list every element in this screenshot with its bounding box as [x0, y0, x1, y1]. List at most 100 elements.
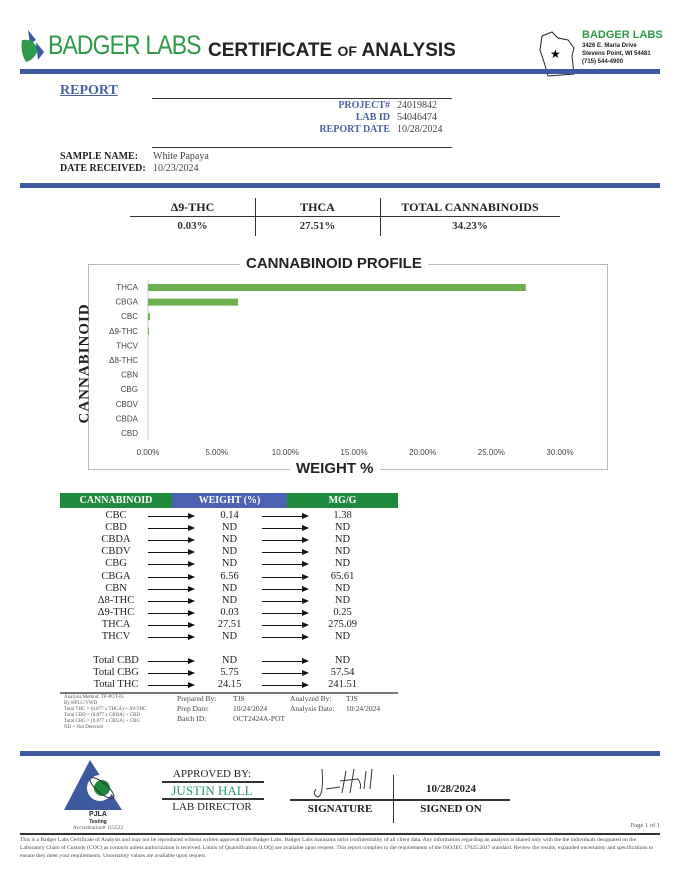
accreditation: Accreditation# 115522	[72, 825, 124, 831]
arrow-icon	[262, 537, 309, 544]
divider	[393, 775, 394, 823]
arrow-icon	[148, 609, 195, 616]
arrow-icon	[148, 634, 195, 640]
svg-text:★: ★	[550, 47, 561, 61]
divider	[60, 692, 398, 694]
arrow-icon	[262, 658, 309, 664]
arrow-icon	[148, 621, 195, 628]
header-divider	[20, 69, 660, 74]
cannabinoid-name: CBD	[105, 522, 127, 534]
arrow-icon	[148, 585, 195, 592]
cannabinoid-name: CBN	[105, 582, 127, 594]
col-header-weight: WEIGHT (%)	[172, 493, 287, 508]
pjla-testing: Testing	[89, 819, 107, 825]
mgg-value: ND	[334, 558, 351, 570]
badger-leaf-logo-icon	[21, 30, 44, 62]
approver-name: JUSTIN HALL	[171, 783, 253, 798]
mgg-value: 65.61	[330, 570, 355, 582]
report-date-label: REPORT DATE	[319, 124, 390, 135]
weight-value: 5.75	[220, 667, 239, 678]
lab-id: 54046474	[397, 112, 437, 123]
disclaimer: This is a Badger Labs Certificate of Ana…	[20, 837, 654, 859]
report-date: 10/28/2024	[397, 124, 443, 135]
arrow-icon	[262, 561, 309, 568]
brand-name: BADGER LABS	[48, 30, 201, 60]
x-tick-label: 20.00%	[409, 448, 436, 457]
cannabinoid-name: CBDA	[101, 534, 131, 546]
mgg-value: ND	[334, 655, 351, 666]
col-header-cannabinoid: CANNABINOID	[60, 493, 172, 508]
weight-value: ND	[221, 655, 238, 666]
sample-name: White Papaya	[153, 151, 209, 162]
y-tick-label: CBD	[121, 429, 138, 438]
lab-address: 3426 E. Maria Drive Stevens Point, WI 544…	[582, 43, 651, 65]
weight-value: 6.56	[220, 570, 239, 582]
date-received: 10/23/2024	[153, 163, 199, 174]
approver-title: LAB DIRECTOR	[172, 801, 252, 813]
arrow-icon	[148, 682, 195, 688]
cannabinoid-name: CBGA	[101, 570, 131, 582]
weight-value: 24.15	[217, 679, 242, 690]
chart-x-label: WEIGHT %	[290, 460, 380, 477]
summary-header-thca: THCA	[300, 200, 335, 214]
weight-value: ND	[221, 558, 238, 570]
y-tick-label: THCA	[116, 283, 138, 292]
pjla-label: PJLA	[89, 811, 107, 818]
mgg-value: ND	[334, 631, 351, 642]
prep-labels: Prepared By: Prep Date: Batch ID:	[177, 694, 217, 723]
y-tick-label: Δ8-THC	[109, 356, 138, 365]
arrow-icon	[148, 537, 195, 544]
date-received-label: DATE RECEIVED:	[60, 163, 146, 174]
document-title: CERTIFICATE OF ANALYSIS	[208, 40, 456, 61]
weight-value: ND	[221, 522, 238, 534]
summary-value-thca: 27.51%	[299, 220, 336, 232]
arrow-icon	[262, 682, 309, 688]
arrow-icon	[262, 525, 309, 532]
mgg-value: 275.09	[328, 618, 357, 630]
x-tick-label: 10.00%	[272, 448, 299, 457]
project-label: PROJECT#	[338, 100, 390, 111]
arrow-icon	[262, 621, 309, 628]
x-tick-label: 5.00%	[205, 448, 228, 457]
weight-value: 0.14	[220, 510, 239, 521]
y-tick-label: CBG	[121, 385, 138, 394]
cannabinoid-name: Total CBG	[93, 667, 139, 678]
arrow-icon	[262, 670, 309, 676]
summary-value-d9thc: 0.03%	[177, 220, 208, 232]
summary-header-d9thc: Δ9-THC	[170, 200, 215, 214]
cannabinoid-name: Total CBD	[93, 655, 139, 666]
y-tick-label: CBC	[121, 312, 138, 321]
weight-value: 0.03	[220, 606, 239, 618]
section-divider	[20, 183, 660, 188]
mgg-value: 0.25	[333, 606, 352, 618]
arrow-icon	[262, 513, 309, 519]
divider	[290, 799, 510, 801]
arrow-icon	[262, 634, 309, 640]
bar-Δ9-THC	[148, 327, 149, 335]
cannabinoid-name: Δ9-THC	[97, 606, 135, 618]
pjla-logo-icon	[64, 760, 122, 810]
signed-date: 10/28/2024	[425, 783, 477, 795]
arrow-icon	[262, 597, 309, 604]
y-tick-label: CBDV	[116, 400, 139, 409]
weight-value: ND	[221, 582, 238, 594]
sample-name-label: SAMPLE NAME:	[60, 151, 139, 162]
divider	[152, 147, 452, 148]
report-heading: REPORT	[60, 83, 118, 98]
lab-id-label: LAB ID	[355, 112, 390, 123]
weight-value: 27.51	[217, 618, 242, 630]
y-tick-label: CBGA	[115, 298, 138, 307]
arrow-icon	[148, 525, 195, 532]
y-tick-label: CBN	[121, 371, 138, 380]
weight-value: ND	[221, 631, 238, 642]
cannabinoid-name: Δ8-THC	[97, 594, 135, 606]
arrow-icon	[148, 658, 195, 664]
mgg-value: ND	[334, 522, 351, 534]
x-tick-label: 25.00%	[478, 448, 505, 457]
col-header-mgg: MG/G	[287, 493, 398, 508]
approved-by-label: APPROVED BY:	[172, 768, 252, 780]
divider	[162, 781, 264, 783]
signature-label: SIGNATURE	[307, 803, 373, 815]
arrow-icon	[148, 549, 195, 556]
